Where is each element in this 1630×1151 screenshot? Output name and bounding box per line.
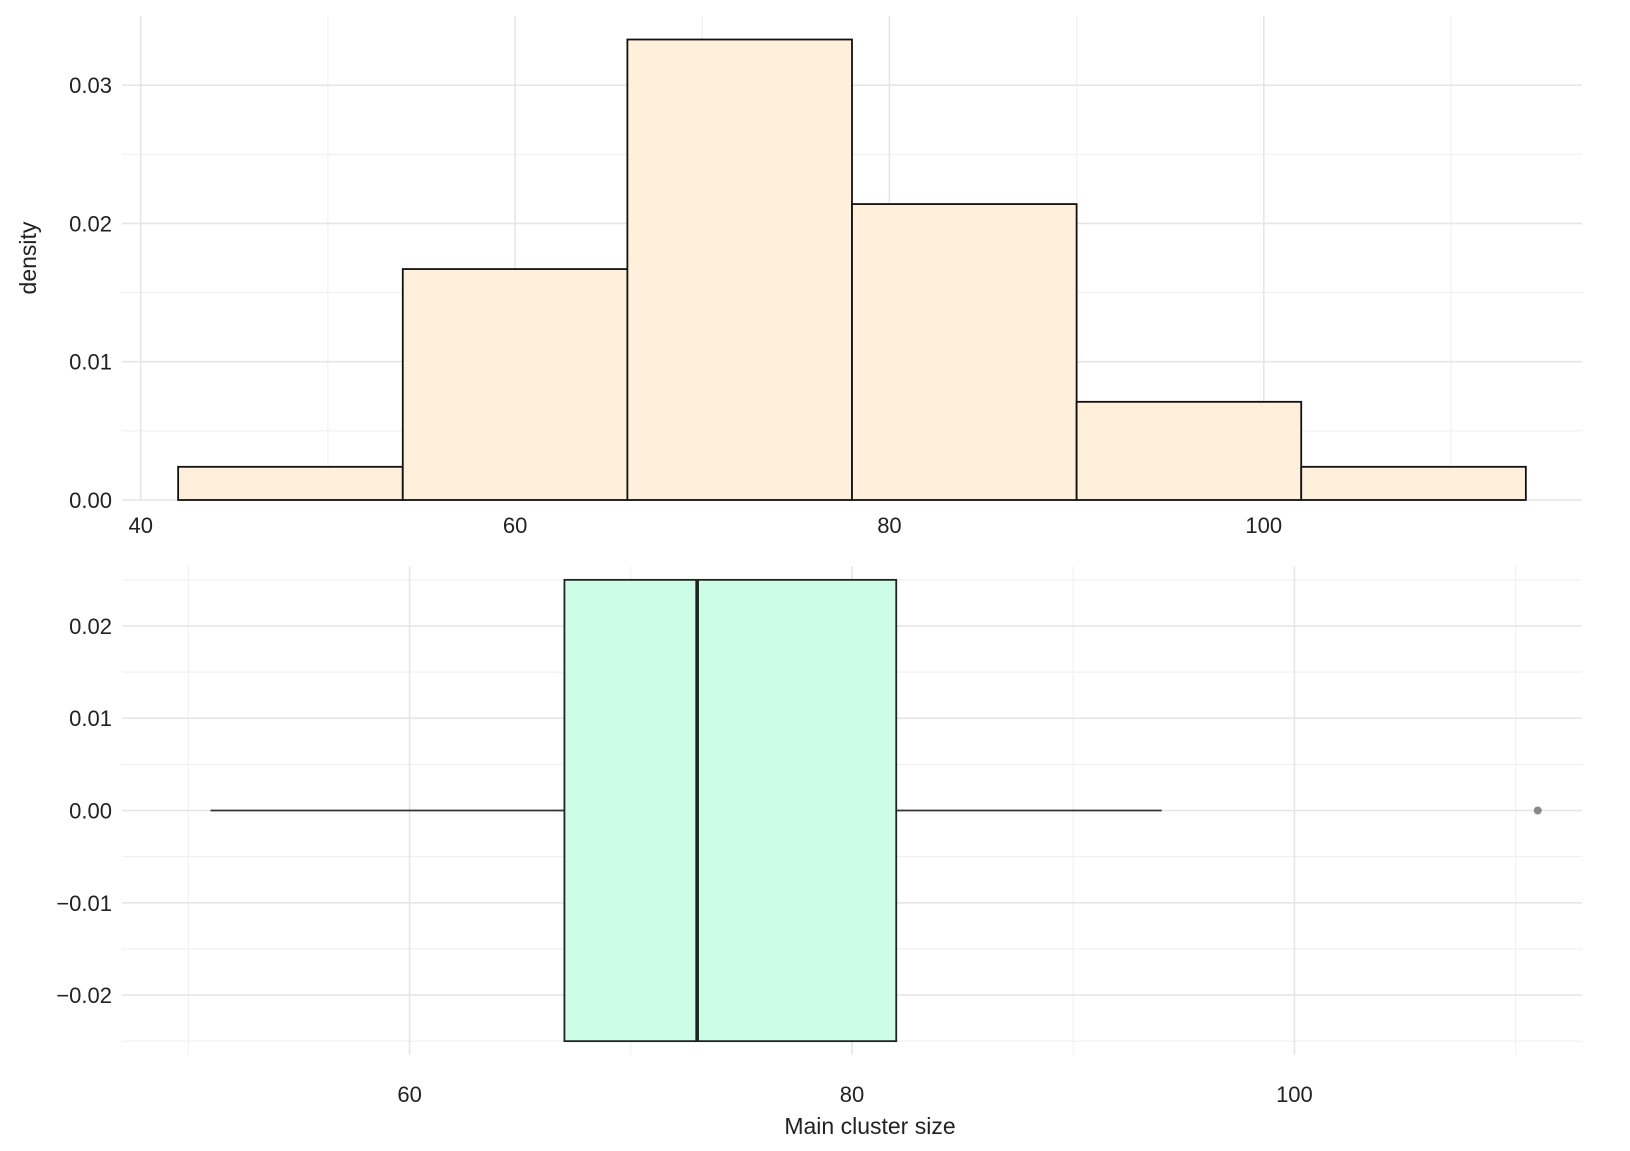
boxplot-marks (210, 578, 1542, 1043)
histogram-panel: 0.00 0.01 0.02 0.03 40 60 80 100 density (15, 16, 1582, 538)
boxplot-x-axis-title: Main cluster size (784, 1113, 955, 1139)
y-tick-label: 0.02 (69, 211, 112, 236)
histogram-bar (401, 268, 629, 501)
histogram-y-tick-labels: 0.00 0.01 0.02 0.03 (69, 73, 112, 513)
x-tick-label: 80 (877, 513, 901, 538)
y-tick-label: 0.01 (69, 350, 112, 375)
y-tick-label: 0.01 (69, 706, 112, 731)
y-tick-label: −0.02 (56, 983, 112, 1008)
x-tick-label: 60 (397, 1082, 421, 1107)
boxplot-panel: −0.02 −0.01 0.00 0.01 0.02 60 80 100 Main clus… (56, 566, 1582, 1139)
y-tick-label: 0.00 (69, 799, 112, 824)
histogram-bar (177, 465, 404, 501)
histogram-bar (626, 38, 853, 501)
x-tick-label: 40 (128, 513, 152, 538)
histogram-bar (851, 203, 1078, 501)
y-tick-label: 0.02 (69, 614, 112, 639)
boxplot-y-tick-labels: −0.02 −0.01 0.00 0.01 0.02 (56, 614, 112, 1008)
y-tick-label: −0.01 (56, 891, 112, 916)
x-tick-label: 60 (503, 513, 527, 538)
histogram-bars (177, 38, 1527, 501)
histogram-y-axis-title: density (15, 221, 41, 294)
x-tick-label: 100 (1245, 513, 1282, 538)
histogram-bar (1300, 465, 1527, 501)
histogram-x-tick-labels: 40 60 80 100 (128, 513, 1282, 538)
boxplot-x-tick-labels: 60 80 100 (397, 1082, 1312, 1107)
x-tick-label: 100 (1276, 1082, 1313, 1107)
y-tick-label: 0.03 (69, 73, 112, 98)
boxplot-outlier-point (1533, 806, 1542, 815)
x-tick-label: 80 (840, 1082, 864, 1107)
histogram-bar (1075, 400, 1303, 501)
y-tick-label: 0.00 (69, 488, 112, 513)
boxplot-box (563, 578, 898, 1043)
